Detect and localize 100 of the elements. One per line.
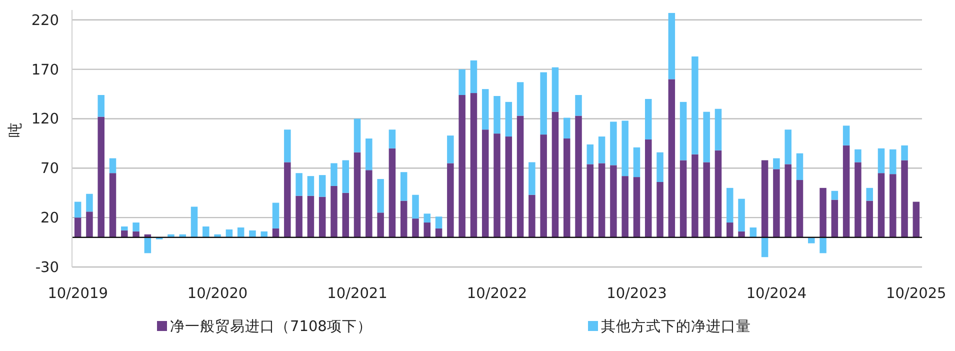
bar (552, 112, 559, 238)
bar (377, 179, 384, 213)
bar (540, 72, 547, 135)
bar (773, 169, 780, 238)
bar (494, 96, 500, 134)
bar (866, 188, 873, 201)
bar (738, 198, 745, 232)
bar (633, 147, 640, 178)
bar (447, 136, 454, 164)
bar (400, 200, 408, 238)
y-tick-label: 220 (31, 12, 59, 29)
bar (121, 230, 128, 238)
x-tick-label: 10/2019 (48, 286, 108, 302)
bar (412, 218, 419, 238)
bar (388, 130, 396, 148)
bar (540, 134, 547, 238)
bar (784, 164, 792, 238)
bar (470, 60, 478, 94)
bar (761, 237, 768, 258)
bar (796, 153, 804, 180)
bar (528, 162, 536, 195)
bar (575, 116, 582, 238)
bar (586, 164, 594, 238)
y-axis-title: 吨 (6, 122, 24, 138)
x-tick-label: 10/2020 (187, 286, 248, 302)
bar (878, 148, 885, 174)
bar (494, 134, 500, 238)
bar (586, 144, 594, 164)
bar (890, 149, 896, 174)
bar (318, 175, 326, 197)
y-tick-label: 170 (31, 62, 59, 78)
bar (330, 163, 338, 186)
bar (842, 145, 850, 238)
bar (307, 176, 314, 196)
bar (272, 202, 280, 228)
bar (505, 102, 512, 137)
bar (388, 148, 396, 238)
bar (668, 12, 676, 80)
bar (400, 172, 408, 201)
x-tick-label: 10/2022 (466, 286, 528, 302)
bar (296, 173, 302, 196)
bar (692, 154, 698, 238)
bar (610, 165, 617, 238)
bar (633, 177, 640, 238)
bar (692, 56, 698, 154)
bar (342, 192, 350, 238)
bar (854, 162, 862, 238)
bar (307, 196, 314, 238)
y-tick-label: -30 (35, 260, 59, 276)
bar (563, 118, 570, 138)
bar (656, 182, 664, 238)
legend-label: 其他方式下的净进口量 (601, 318, 751, 335)
bar (528, 194, 536, 238)
bar (714, 150, 722, 238)
bar (284, 130, 291, 162)
bar (808, 237, 815, 244)
bar (342, 160, 350, 193)
x-tick-label: 10/2021 (327, 286, 388, 302)
bar (516, 82, 524, 116)
bar (831, 200, 838, 238)
bar (458, 95, 466, 238)
bar (330, 186, 338, 238)
bar (74, 202, 82, 218)
bar (668, 79, 676, 238)
bar (726, 188, 734, 223)
bar (854, 149, 862, 162)
x-tick-label: 10/2025 (886, 286, 946, 302)
bar (144, 237, 152, 254)
bar (866, 200, 873, 238)
bar (831, 190, 838, 200)
bar (412, 194, 419, 219)
y-tick-label: 70 (40, 161, 59, 178)
bar (74, 218, 82, 238)
bar (109, 173, 116, 238)
bar (563, 138, 570, 238)
bar (761, 160, 768, 238)
bar (86, 212, 93, 238)
bar (505, 136, 512, 238)
bar (610, 122, 617, 166)
x-tick-label: 10/2023 (606, 286, 667, 302)
bar (622, 176, 628, 238)
bar (458, 69, 466, 96)
bar (680, 102, 687, 160)
bar (784, 130, 792, 164)
bar (296, 196, 302, 238)
bar (820, 188, 826, 238)
bar (354, 118, 361, 152)
bar (98, 95, 104, 117)
x-tick-label: 10/2024 (746, 286, 807, 302)
bar (575, 95, 582, 116)
bar (680, 160, 687, 238)
bar (284, 162, 291, 238)
bar (202, 226, 210, 238)
bar (366, 170, 372, 238)
bar (121, 226, 128, 230)
bar (703, 112, 710, 162)
bar (435, 216, 442, 228)
bar (820, 237, 826, 254)
bar (354, 152, 361, 238)
bar (656, 152, 664, 182)
